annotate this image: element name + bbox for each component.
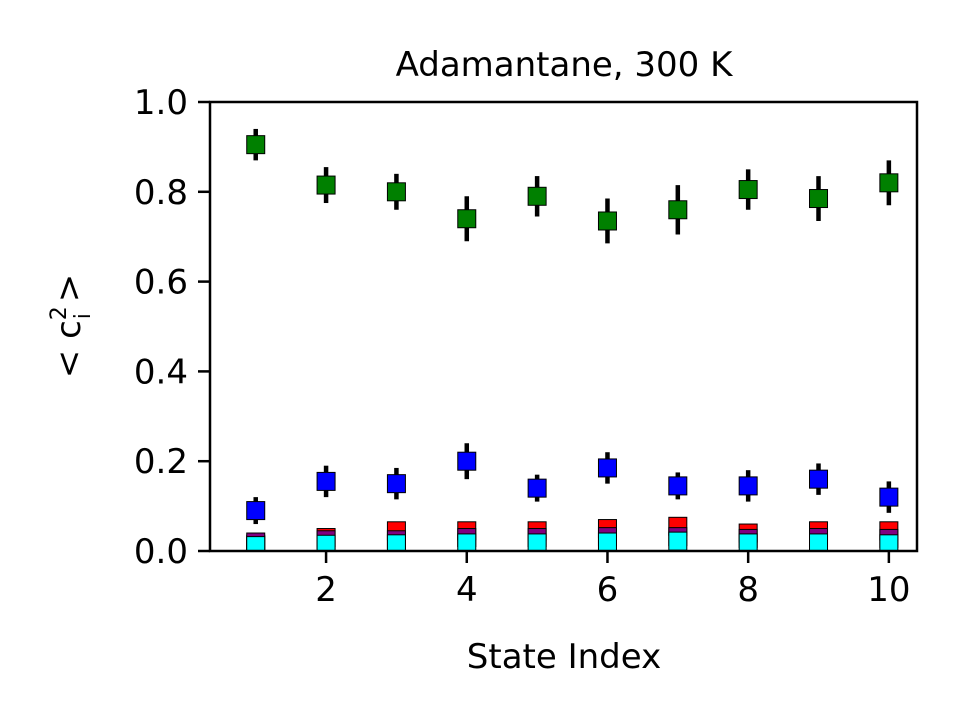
data-point [879, 487, 899, 507]
data-point [246, 135, 266, 155]
data-point [809, 533, 829, 552]
y-tick-label: 1.0 [134, 83, 188, 123]
data-point [879, 173, 899, 193]
x-tick-label: 2 [315, 570, 337, 610]
series-1 [246, 128, 899, 244]
y-tick-label: 0.8 [134, 173, 188, 213]
svg-text:< c2i >: < c2i > [47, 274, 96, 378]
y-axis-label: < c2i > [47, 274, 96, 378]
data-point [316, 471, 336, 491]
y-axis-label-sup: 2 [47, 306, 72, 320]
data-point [809, 469, 829, 489]
data-point [457, 209, 477, 229]
data-point [668, 200, 688, 220]
series-layer [246, 128, 899, 552]
y-tick-label: 0.4 [134, 352, 188, 392]
y-axis-label-sub: i [71, 313, 96, 319]
data-point [457, 533, 477, 552]
x-tick-label: 6 [597, 570, 619, 610]
x-tick-label: 4 [456, 570, 478, 610]
data-point [809, 189, 829, 209]
y-axis-label-main: < c [49, 320, 89, 378]
x-axis-ticks: 2 4 6 8 10 [315, 551, 910, 610]
data-point [668, 531, 688, 551]
data-point [386, 474, 406, 494]
data-point [597, 458, 617, 478]
data-point [386, 182, 406, 202]
y-axis-ticks: 0.0 0.2 0.4 0.6 0.8 1.0 [134, 83, 210, 572]
data-point [738, 180, 758, 200]
x-tick-label: 8 [737, 570, 759, 610]
data-point [316, 175, 336, 195]
y-axis-label-tail: > [49, 274, 89, 313]
series-5 [246, 531, 899, 552]
data-point [668, 476, 688, 496]
plot-frame [208, 100, 919, 553]
x-tick-label: 10 [867, 570, 910, 610]
data-point [738, 476, 758, 496]
data-point [597, 532, 617, 552]
x-axis-label: State Index [467, 637, 661, 677]
data-point [246, 501, 266, 521]
data-point [738, 533, 758, 552]
data-point [386, 534, 406, 552]
y-tick-label: 0.2 [134, 442, 188, 482]
y-tick-label: 0.0 [134, 532, 188, 572]
data-point [879, 534, 899, 552]
y-tick-label: 0.6 [134, 263, 188, 303]
plot-area [208, 100, 919, 553]
data-point [457, 451, 477, 471]
data-point [597, 211, 617, 231]
series-2 [246, 443, 899, 525]
data-point [316, 534, 336, 552]
data-point [527, 186, 547, 206]
data-point [246, 536, 266, 552]
data-point [527, 478, 547, 498]
chart-title: Adamantane, 300 K [396, 45, 735, 85]
data-point [527, 533, 547, 552]
